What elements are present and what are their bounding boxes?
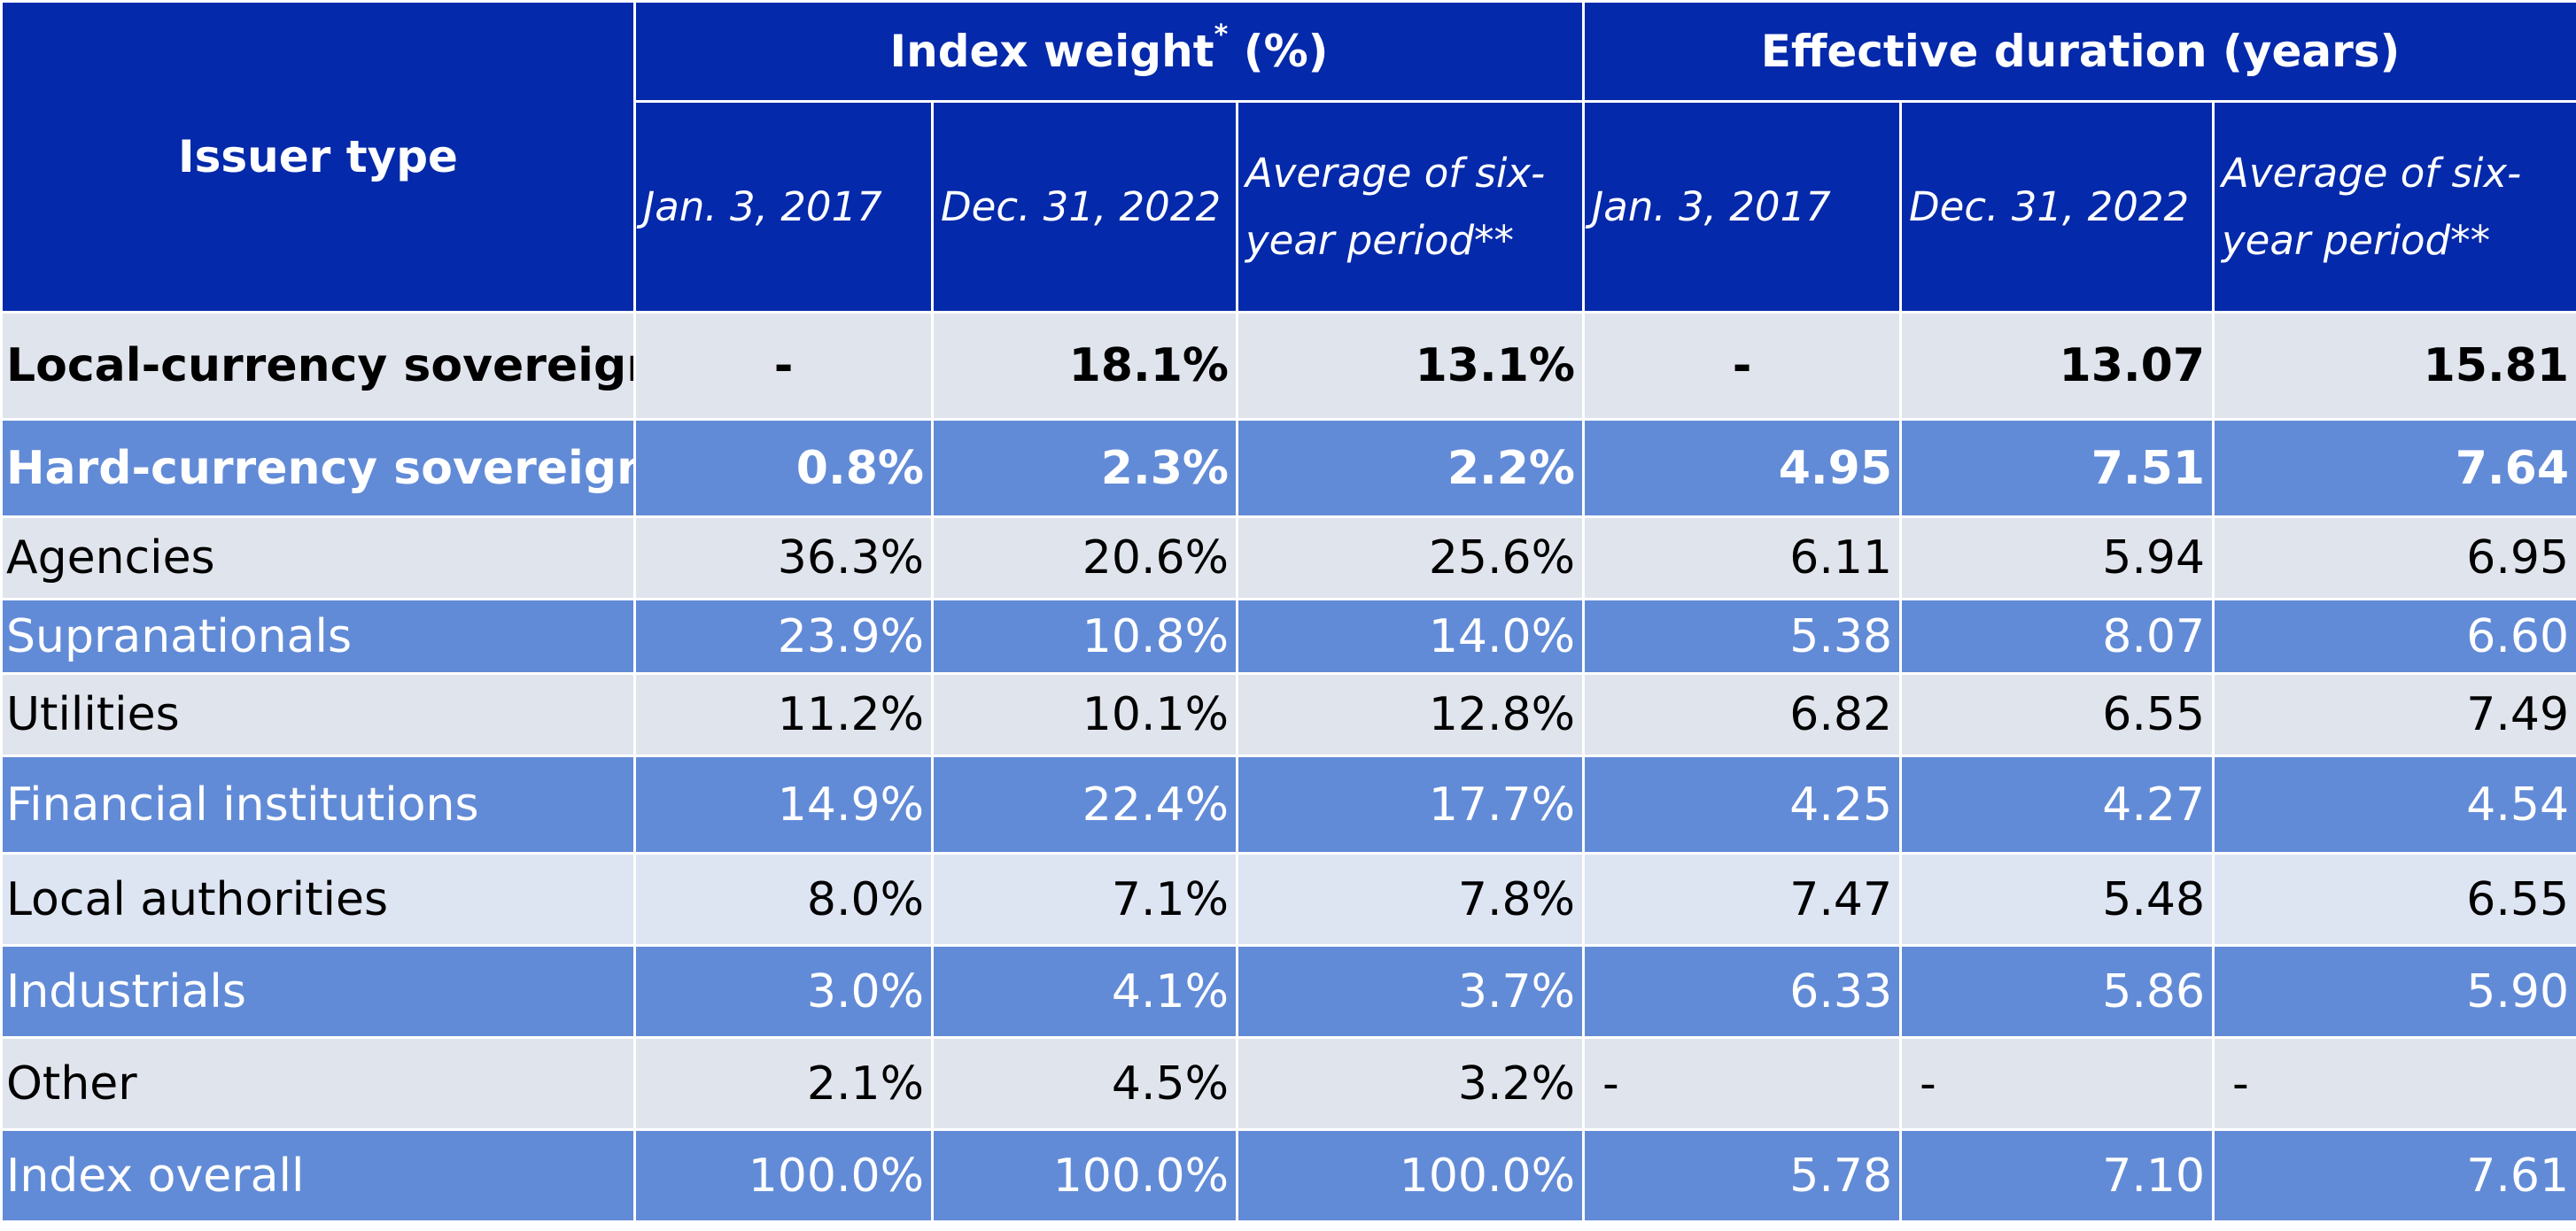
- table-cell: 4.5%: [931, 1036, 1238, 1131]
- table-cell: 5.94: [1899, 515, 2215, 600]
- table-cell: 2.3%: [931, 418, 1238, 518]
- table-cell: 8.0%: [633, 852, 934, 947]
- table-cell: 6.55: [2212, 852, 2576, 947]
- table-cell: 3.0%: [633, 944, 934, 1039]
- table-cell: 6.60: [2212, 598, 2576, 675]
- table-row: Financial institutions 14.9% 22.4% 17.7%…: [0, 755, 2576, 855]
- table-row: Index overall 100.0% 100.0% 100.0% 5.78 …: [0, 1128, 2576, 1223]
- duration-col-average-header: Average of six-year period**: [2212, 100, 2576, 314]
- table-cell: -: [1899, 1036, 2215, 1131]
- table-row: Local-currency sovereign - 18.1% 13.1% -…: [0, 311, 2576, 421]
- table-cell: 4.95: [1582, 418, 1903, 518]
- row-label: Local-currency sovereign: [0, 311, 636, 421]
- table-cell: -: [633, 311, 934, 421]
- table-cell: 6.11: [1582, 515, 1903, 600]
- row-label: Agencies: [0, 515, 636, 600]
- table-cell: 7.10: [1899, 1128, 2215, 1223]
- table-cell: 7.1%: [931, 852, 1238, 947]
- table-cell: 7.64: [2212, 418, 2576, 518]
- row-label: Industrials: [0, 944, 636, 1039]
- table-cell: 5.38: [1582, 598, 1903, 675]
- table-cell: 4.25: [1582, 755, 1903, 855]
- table-cell: 4.54: [2212, 755, 2576, 855]
- table-cell: 6.95: [2212, 515, 2576, 600]
- table-cell: 2.1%: [633, 1036, 934, 1131]
- table-cell: 2.2%: [1235, 418, 1586, 518]
- table-cell: 5.78: [1582, 1128, 1903, 1223]
- table-cell: 14.9%: [633, 755, 934, 855]
- table-cell: 10.8%: [931, 598, 1238, 675]
- weight-col-average-header: Average of six-year period**: [1235, 100, 1586, 314]
- row-label: Index overall: [0, 1128, 636, 1223]
- table-row: Industrials 3.0% 4.1% 3.7% 6.33 5.86 5.9…: [0, 944, 2576, 1039]
- duration-col-jan-2017-header: Jan. 3, 2017: [1582, 100, 1903, 314]
- table-cell: 100.0%: [1235, 1128, 1586, 1223]
- weight-col-jan-2017-header: Jan. 3, 2017: [633, 100, 934, 314]
- row-label: Other: [0, 1036, 636, 1131]
- table-cell: 12.8%: [1235, 672, 1586, 757]
- issuer-type-header: Issuer type: [0, 0, 636, 314]
- table-cell: 15.81: [2212, 311, 2576, 421]
- table-cell: 7.49: [2212, 672, 2576, 757]
- table-cell: 5.90: [2212, 944, 2576, 1039]
- table-row: Other 2.1% 4.5% 3.2% - - -: [0, 1036, 2576, 1131]
- duration-col-dec-2022-header: Dec. 31, 2022: [1899, 100, 2215, 314]
- row-label: Local authorities: [0, 852, 636, 947]
- row-label: Supranationals: [0, 598, 636, 675]
- table-cell: -: [1582, 1036, 1903, 1131]
- row-label: Utilities: [0, 672, 636, 757]
- table-cell: 18.1%: [931, 311, 1238, 421]
- table-cell: 25.6%: [1235, 515, 1586, 600]
- table-cell: 14.0%: [1235, 598, 1586, 675]
- index-weight-footnote-mark: *: [1214, 19, 1229, 51]
- table-row: Hard-currency sovereign 0.8% 2.3% 2.2% 4…: [0, 418, 2576, 518]
- table-cell: 5.86: [1899, 944, 2215, 1039]
- table-cell: 0.8%: [633, 418, 934, 518]
- table-cell: 4.1%: [931, 944, 1238, 1039]
- table-cell: 17.7%: [1235, 755, 1586, 855]
- table-row: Local authorities 8.0% 7.1% 7.8% 7.47 5.…: [0, 852, 2576, 947]
- table-cell: 8.07: [1899, 598, 2215, 675]
- table-cell: 36.3%: [633, 515, 934, 600]
- table-cell: 22.4%: [931, 755, 1238, 855]
- table-cell: 7.47: [1582, 852, 1903, 947]
- table-cell: 4.27: [1899, 755, 2215, 855]
- table-cell: 100.0%: [931, 1128, 1238, 1223]
- table-cell: 7.51: [1899, 418, 2215, 518]
- table-cell: 3.7%: [1235, 944, 1586, 1039]
- table-cell: 11.2%: [633, 672, 934, 757]
- table-cell: 13.07: [1899, 311, 2215, 421]
- table-cell: 7.8%: [1235, 852, 1586, 947]
- table-cell: -: [1582, 311, 1903, 421]
- table-cell: 3.2%: [1235, 1036, 1586, 1131]
- effective-duration-group-header: Effective duration (years): [1582, 0, 2576, 103]
- table-row: Supranationals 23.9% 10.8% 14.0% 5.38 8.…: [0, 598, 2576, 675]
- table-row: Utilities 11.2% 10.1% 12.8% 6.82 6.55 7.…: [0, 672, 2576, 757]
- index-weight-group-header: Index weight* (%): [632, 0, 1586, 103]
- row-label: Financial institutions: [0, 755, 636, 855]
- table-cell: 5.48: [1899, 852, 2215, 947]
- index-weight-unit: (%): [1243, 26, 1329, 77]
- table-cell: 100.0%: [633, 1128, 934, 1223]
- table-cell: 20.6%: [931, 515, 1238, 600]
- table-row: Agencies 36.3% 20.6% 25.6% 6.11 5.94 6.9…: [0, 515, 2576, 600]
- table-body: Local-currency sovereign - 18.1% 13.1% -…: [0, 311, 2576, 1223]
- table-cell: -: [2212, 1036, 2576, 1131]
- table-cell: 6.33: [1582, 944, 1903, 1039]
- table-cell: 23.9%: [633, 598, 934, 675]
- table-cell: 6.82: [1582, 672, 1903, 757]
- row-label: Hard-currency sovereign: [0, 418, 636, 518]
- table-cell: 6.55: [1899, 672, 2215, 757]
- table-cell: 10.1%: [931, 672, 1238, 757]
- weight-col-dec-2022-header: Dec. 31, 2022: [931, 100, 1238, 314]
- index-weight-label: Index weight: [889, 26, 1214, 77]
- table-cell: 7.61: [2212, 1128, 2576, 1223]
- table-cell: 13.1%: [1235, 311, 1586, 421]
